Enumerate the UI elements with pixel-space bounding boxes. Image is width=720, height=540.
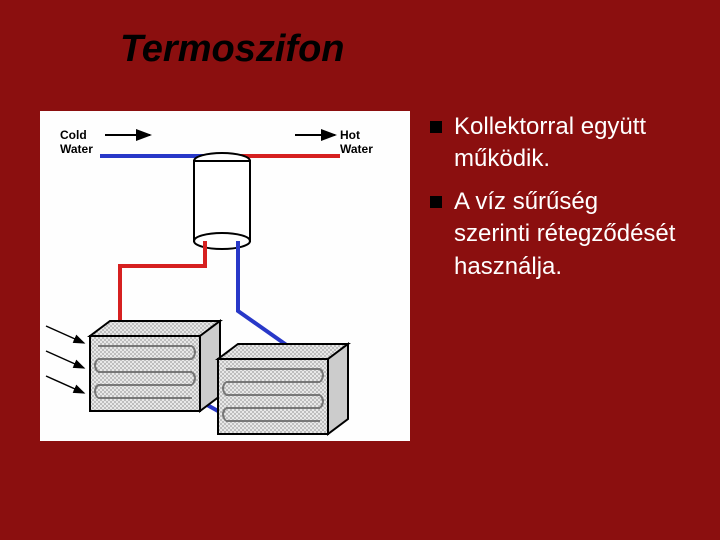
list-item: Kollektorral együtt működik. [430,111,680,176]
tank-bottom [194,233,250,249]
collector-panel-1 [90,321,220,411]
wind-arrow-3 [46,376,84,393]
diagram-container: Cold Water Hot Water [40,111,410,441]
tank-body [194,161,250,241]
thermosiphon-diagram: Cold Water Hot Water [40,111,410,441]
collector-panel-2 [218,344,348,434]
hot-water-label-1: Hot [340,128,360,142]
bullet-text: Kollektorral együtt működik. [454,111,680,176]
list-item: A víz sűrűség szerinti rétegződését hasz… [430,186,680,283]
cold-water-label-2: Water [60,142,93,156]
bullet-list: Kollektorral együtt működik. A víz sűrűs… [430,111,680,441]
bullet-icon [430,121,442,133]
slide: Termoszifon Cold Water Hot Wa [0,0,720,540]
wind-arrow-2 [46,351,84,368]
bullet-icon [430,196,442,208]
page-title: Termoszifon [120,28,680,71]
content-row: Cold Water Hot Water [40,111,680,441]
hot-water-label-2: Water [340,142,373,156]
cold-water-label-1: Cold [60,128,87,142]
wind-arrow-1 [46,326,84,343]
bullet-text: A víz sűrűség szerinti rétegződését hasz… [454,186,680,283]
